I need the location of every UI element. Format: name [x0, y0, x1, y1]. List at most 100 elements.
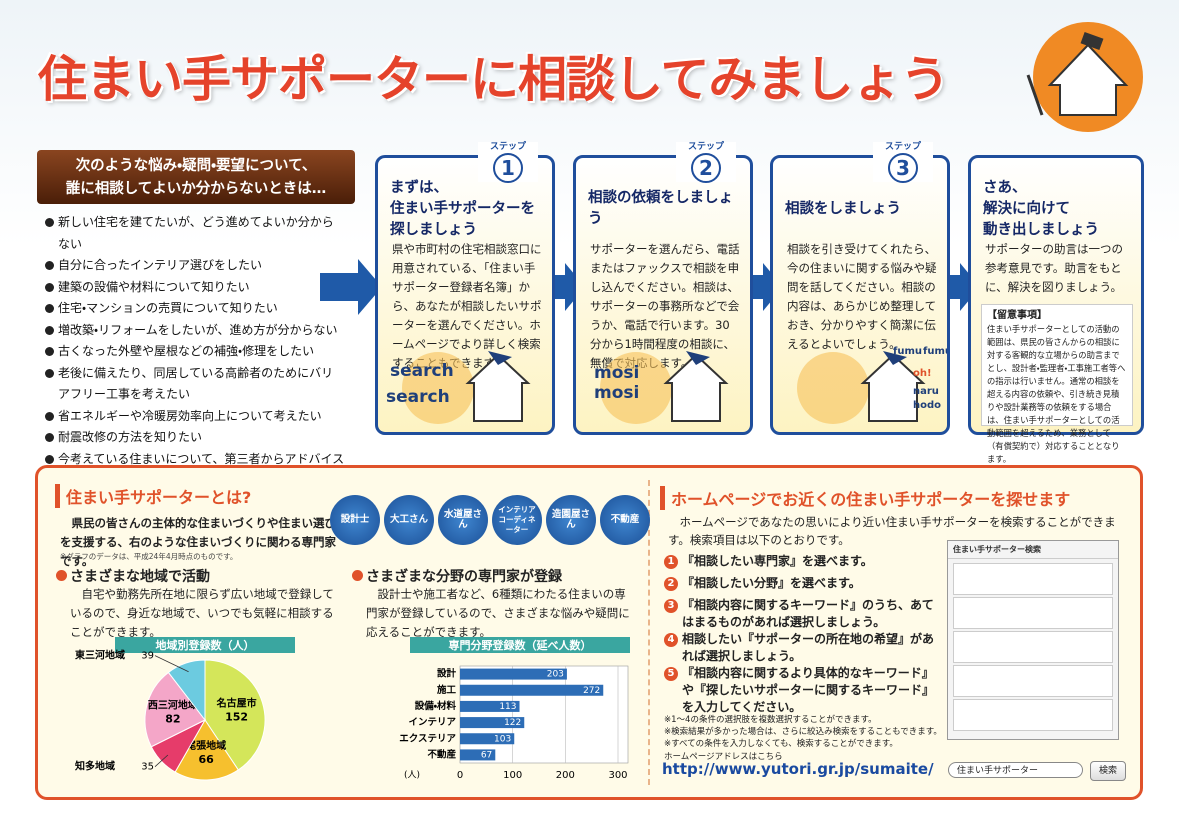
bar: [460, 733, 515, 745]
about-title: 住まい手サポーターとは?: [55, 484, 251, 508]
illustration-text: mosi: [594, 383, 639, 403]
illustration-text: fumu: [923, 346, 947, 357]
cap: [488, 351, 512, 365]
screenshot-row: [953, 563, 1113, 595]
concern-item: 省エネルギーや冷暖房効率向上について考えたい: [45, 406, 345, 428]
chart-title: 専門分野登録数（延べ人数）: [449, 638, 592, 652]
intro-heading: 次のような悩み・疑問・要望について、 誰に相談してよいか分からないときは…: [37, 150, 355, 204]
screenshot-row: [953, 631, 1113, 663]
note-title: 【留意事項】: [987, 310, 1047, 321]
divider: [648, 480, 650, 785]
step-card: ステップ 3 相談をしましょう 相談を引き受けてくれたら、今の住まいに関する悩みや疑問…: [770, 142, 950, 435]
pie-slice: [167, 659, 206, 722]
concern-item: 新しい住宅を建てたいが、どう進めてよいか分からない: [45, 212, 345, 255]
bar: [460, 700, 520, 712]
concern-item: 古くなった外壁や屋根などの補強・修理をしたい: [45, 341, 345, 363]
about-footnote: ※グラフのデータは、平成24年4月時点のものです。: [60, 552, 238, 561]
intro-heading-line: 次のような悩み・疑問・要望について、: [75, 158, 317, 174]
search-box: 住まい手サポーター: [948, 762, 1083, 778]
step-badge: ステップ 2: [676, 142, 736, 183]
step-title: 相談をしましょう: [785, 178, 939, 240]
concern-item: 耐震改修の方法を知りたい: [45, 427, 345, 449]
x-tick-label: 100: [503, 770, 522, 781]
search-note: ※1～4の条件の選択肢を複数選択することができます。: [664, 715, 877, 725]
logo: [1026, 22, 1143, 132]
step-card: さあ、 解決に向けて 動き出しましょう サポーターの助言は一つの参考意見です。助言をも…: [968, 155, 1144, 464]
step-title-line: 住まい手サポーターを: [390, 200, 535, 217]
pie-slice: [174, 719, 239, 781]
category-label: 設備・材料: [415, 700, 457, 712]
concern-item: 住宅・マンションの売買について知りたい: [45, 298, 345, 320]
search-button[interactable]: 検索: [1090, 761, 1126, 781]
item-text: 『相談したい専門家』を選べます。: [682, 554, 873, 568]
step-title-line: 解決に向けて: [983, 200, 1070, 217]
item-text: 相談したい『サポーターの所在地の希望』があれば選択しましょう。: [682, 632, 935, 663]
x-tick-label: 200: [556, 770, 575, 781]
step-illustration: fumufumu oh! naru hodo: [797, 346, 947, 424]
search-note: ※検索結果が多かった場合は、さらに絞込み検索をすることもできます。: [664, 727, 942, 737]
step-title-line: 相談をしましょう: [785, 200, 901, 217]
illustration-text: mosi: [594, 363, 639, 383]
website-screenshot: 住まい手サポーター検索: [947, 540, 1119, 740]
category-label: インテリア: [408, 717, 456, 728]
illustration-text: naru: [913, 386, 939, 397]
section-text: 自宅や勤務先所在地に限らず広い地域で登録しているので、身近な地域で、いつでも気軽…: [70, 587, 334, 639]
step-number: 1: [493, 153, 523, 183]
item-text: 『相談内容に関するキーワード』のうち、あてはまるものがあれば選択しましょう。: [682, 598, 934, 629]
value-label: 122: [504, 718, 521, 728]
x-tick-label: 0: [457, 770, 463, 781]
illustration-text: search: [390, 361, 454, 381]
step-title-line: 動き出しましょう: [983, 221, 1099, 238]
note-text: 住まい手サポーターとしての活動の範囲は、県民の皆さんからの相談に対する客観的な立…: [987, 324, 1126, 464]
slice-value: 66: [198, 753, 214, 766]
screenshot-row: [953, 665, 1113, 697]
x-axis-label: (人): [404, 771, 420, 781]
item-number: 4: [664, 633, 678, 647]
concern-item: 建築の設備や材料について知りたい: [45, 277, 345, 299]
category-label: 不動産: [427, 748, 456, 760]
step-badge: ステップ 1: [478, 142, 538, 183]
spot: [600, 352, 672, 424]
slice-value: 152: [225, 710, 248, 723]
bar-chart: 専門分野登録数（延べ人数） 0 100 200 300 (人) 設計 203 施工 272 設備・材…: [399, 637, 630, 781]
chart-title-bar: [115, 637, 295, 653]
step-card: ステップ 2 相談の依頼をしましょう サポーターを選んだら、電話またはファックスで相談…: [573, 142, 753, 435]
step-text: サポーターの助言は一つの参考意見です。助言をもとに、解決を図りましょう。: [985, 242, 1123, 294]
step-text: 相談を引き受けてくれたら、今の住まいに関する悩みや疑問を話してください。相談の内…: [787, 242, 937, 351]
step-illustration: search search: [386, 351, 531, 424]
specialist-badge: 造園屋さん: [546, 495, 596, 545]
step-title: さあ、 解決に向けて 動き出しましょう: [983, 178, 1133, 240]
search-title: ホームページでお近くの住まい手サポーターを探せます: [660, 486, 1070, 510]
concern-item: 老後に備えたり、同居している高齢者のためにバリアフリー工事を考えたい: [45, 363, 345, 406]
slice-value: 39: [141, 651, 154, 662]
x-tick-label: 300: [608, 770, 627, 781]
step-number: 2: [691, 153, 721, 183]
url: http://www.yutori.gr.jp/sumaite/: [662, 760, 934, 778]
slice-label: 名古屋市: [216, 696, 257, 709]
item-text: 『相談したい分野』を選べます。: [682, 576, 861, 590]
chart-title-bar: [410, 637, 630, 653]
slice-label: 東三河地域: [75, 649, 125, 662]
step-number: 3: [888, 153, 918, 183]
specialist-badge: 水道屋さん: [438, 495, 488, 545]
step-title: まずは、 住まい手サポーターを 探しましょう: [390, 178, 544, 240]
plot-area: [459, 665, 629, 764]
intro-list: 新しい住宅を建てたいが、どう進めてよいか分からない 自分に合ったインテリア選びをし…: [45, 212, 345, 492]
screenshot-title: 住まい手サポーター検索: [948, 541, 1118, 559]
illustration-text: hodo: [913, 400, 941, 411]
illustration-text: fumu: [893, 346, 922, 357]
value-label: 203: [547, 670, 564, 680]
chart-title: 地域別登録数（人）: [156, 638, 255, 652]
screenshot-row: [953, 699, 1113, 731]
specialist-badge: インテリアコーディネーター: [492, 495, 542, 545]
step-title-line: まずは、: [390, 179, 448, 196]
specialist-badge: 大工さん: [384, 495, 434, 545]
about-text: 県民の皆さんの主体的な住まいづくりや住まい選びを支援する、右のような住まいづくり…: [60, 516, 336, 568]
intro-heading-line: 誰に相談してよいか分からないときは…: [65, 181, 327, 197]
specialist-badge: 不動産: [600, 495, 650, 545]
screenshot-row: [953, 597, 1113, 629]
pie-slice: [144, 671, 206, 748]
step-card: ステップ 1 まずは、 住まい手サポーターを 探しましょう 県や市町村の住宅相談窓口に用意…: [375, 142, 555, 435]
